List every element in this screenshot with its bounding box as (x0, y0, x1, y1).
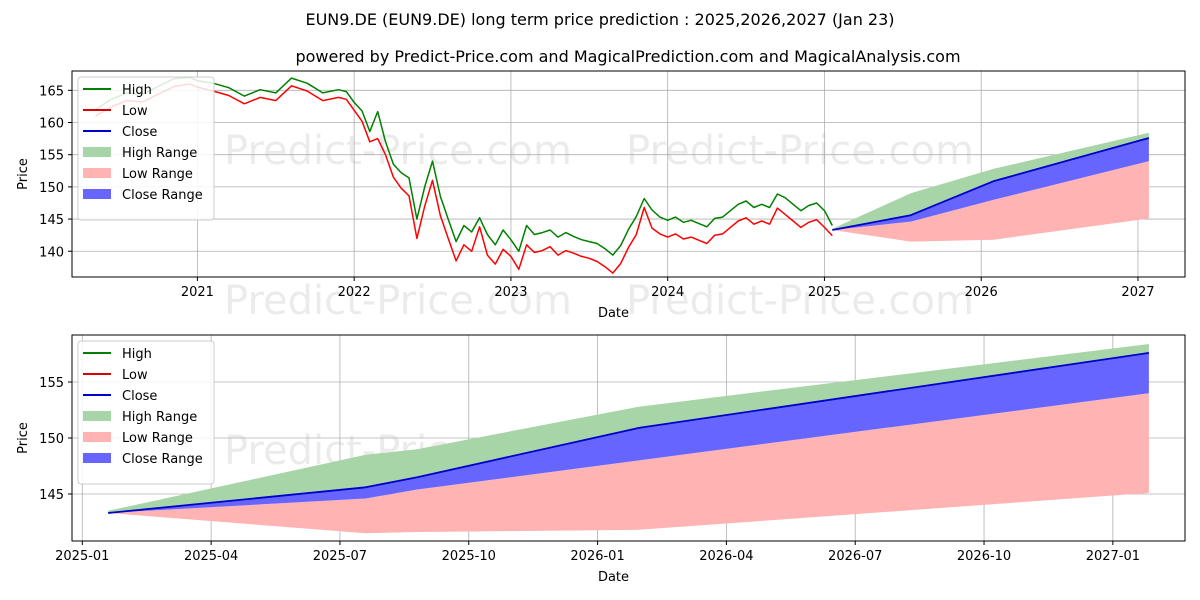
x-axis-label: Date (598, 570, 629, 585)
legend-patch-swatch (83, 168, 111, 178)
bottom-panel: Predict-Price.comPredict-Price.com2025-0… (16, 334, 1186, 585)
high-price-line (95, 76, 833, 256)
x-tick-label: 2024 (651, 285, 684, 300)
legend-box (77, 340, 215, 485)
y-tick-label: 155 (39, 149, 64, 164)
x-tick-label: 2021 (181, 285, 214, 300)
x-tick-label: 2026-01 (570, 549, 624, 564)
low-range-area (832, 161, 1149, 242)
x-tick-label: 2026-04 (699, 549, 753, 564)
x-tick-label: 2027-01 (1086, 549, 1140, 564)
watermark-text: Predict-Price.com (626, 278, 974, 324)
x-tick-label: 2023 (494, 285, 527, 300)
x-tick-label: 2026-07 (828, 549, 882, 564)
legend-patch-swatch (83, 432, 111, 442)
close-range-area (108, 352, 1149, 513)
watermark-text: Predict-Price.com (224, 278, 572, 324)
legend-label: Low (122, 104, 148, 119)
legend-label: Close Range (122, 188, 203, 203)
legend-box (77, 76, 215, 221)
y-tick-label: 145 (39, 213, 64, 228)
plot-frame (71, 70, 1186, 278)
watermark-text: Predict-Price.com (626, 128, 974, 174)
x-tick-label: 2025-04 (184, 549, 238, 564)
legend: High Low Close High Range Low Range Close Ran… (77, 76, 215, 221)
y-tick-label: 150 (39, 432, 64, 447)
legend-label: Close (122, 125, 157, 140)
legend-label: High (122, 83, 152, 98)
legend-label: Close (122, 389, 157, 404)
high-range-area (108, 344, 1149, 513)
x-tick-label: 2025-10 (442, 549, 496, 564)
x-tick-label: 2027 (1121, 285, 1154, 300)
legend-patch-swatch (83, 189, 111, 199)
y-tick-label: 140 (39, 245, 64, 260)
x-tick-label: 2025-01 (55, 549, 109, 564)
low-price-line (95, 83, 833, 274)
legend-label: Close Range (122, 452, 203, 467)
plot-area (95, 76, 1150, 274)
y-tick-label: 160 (39, 117, 64, 132)
top-panel: Predict-Price.com Predict-Price.com Predic… (16, 70, 1186, 324)
legend-patch-swatch (83, 453, 111, 463)
close-forecast-line (832, 137, 1150, 231)
close-forecast-line (108, 352, 1150, 514)
legend-label: High Range (122, 146, 197, 161)
chart-title: EUN9.DE (EUN9.DE) long term price predic… (305, 10, 894, 29)
x-tick-label: 2025 (808, 285, 841, 300)
high-range-area (832, 132, 1149, 230)
low-range-area (108, 393, 1149, 534)
x-tick-label: 2026-10 (957, 549, 1011, 564)
legend-label: Low Range (122, 431, 193, 446)
chart-subtitle: powered by Predict-Price.com and Magical… (295, 47, 960, 66)
close-range-area (832, 138, 1149, 230)
y-tick-label: 145 (39, 488, 64, 503)
legend-label: Low (122, 368, 148, 383)
x-tick-label: 2026 (965, 285, 998, 300)
legend-label: High Range (122, 410, 197, 425)
y-axis-label: Price (16, 158, 31, 190)
watermark-text: Predict-Price.com (224, 128, 572, 174)
x-axis-label: Date (598, 306, 629, 321)
x-tick-label: 2025-07 (313, 549, 367, 564)
y-tick-label: 165 (39, 84, 64, 99)
legend-patch-swatch (83, 147, 111, 157)
plot-area (108, 344, 1150, 534)
legend: High Low Close High Range Low Range Close Ran… (77, 340, 215, 485)
y-tick-label: 150 (39, 181, 64, 196)
legend-label: Low Range (122, 167, 193, 182)
legend-label: High (122, 347, 152, 362)
x-tick-label: 2022 (338, 285, 371, 300)
y-tick-label: 155 (39, 376, 64, 391)
legend-patch-swatch (83, 411, 111, 421)
y-axis-label: Price (16, 422, 31, 454)
